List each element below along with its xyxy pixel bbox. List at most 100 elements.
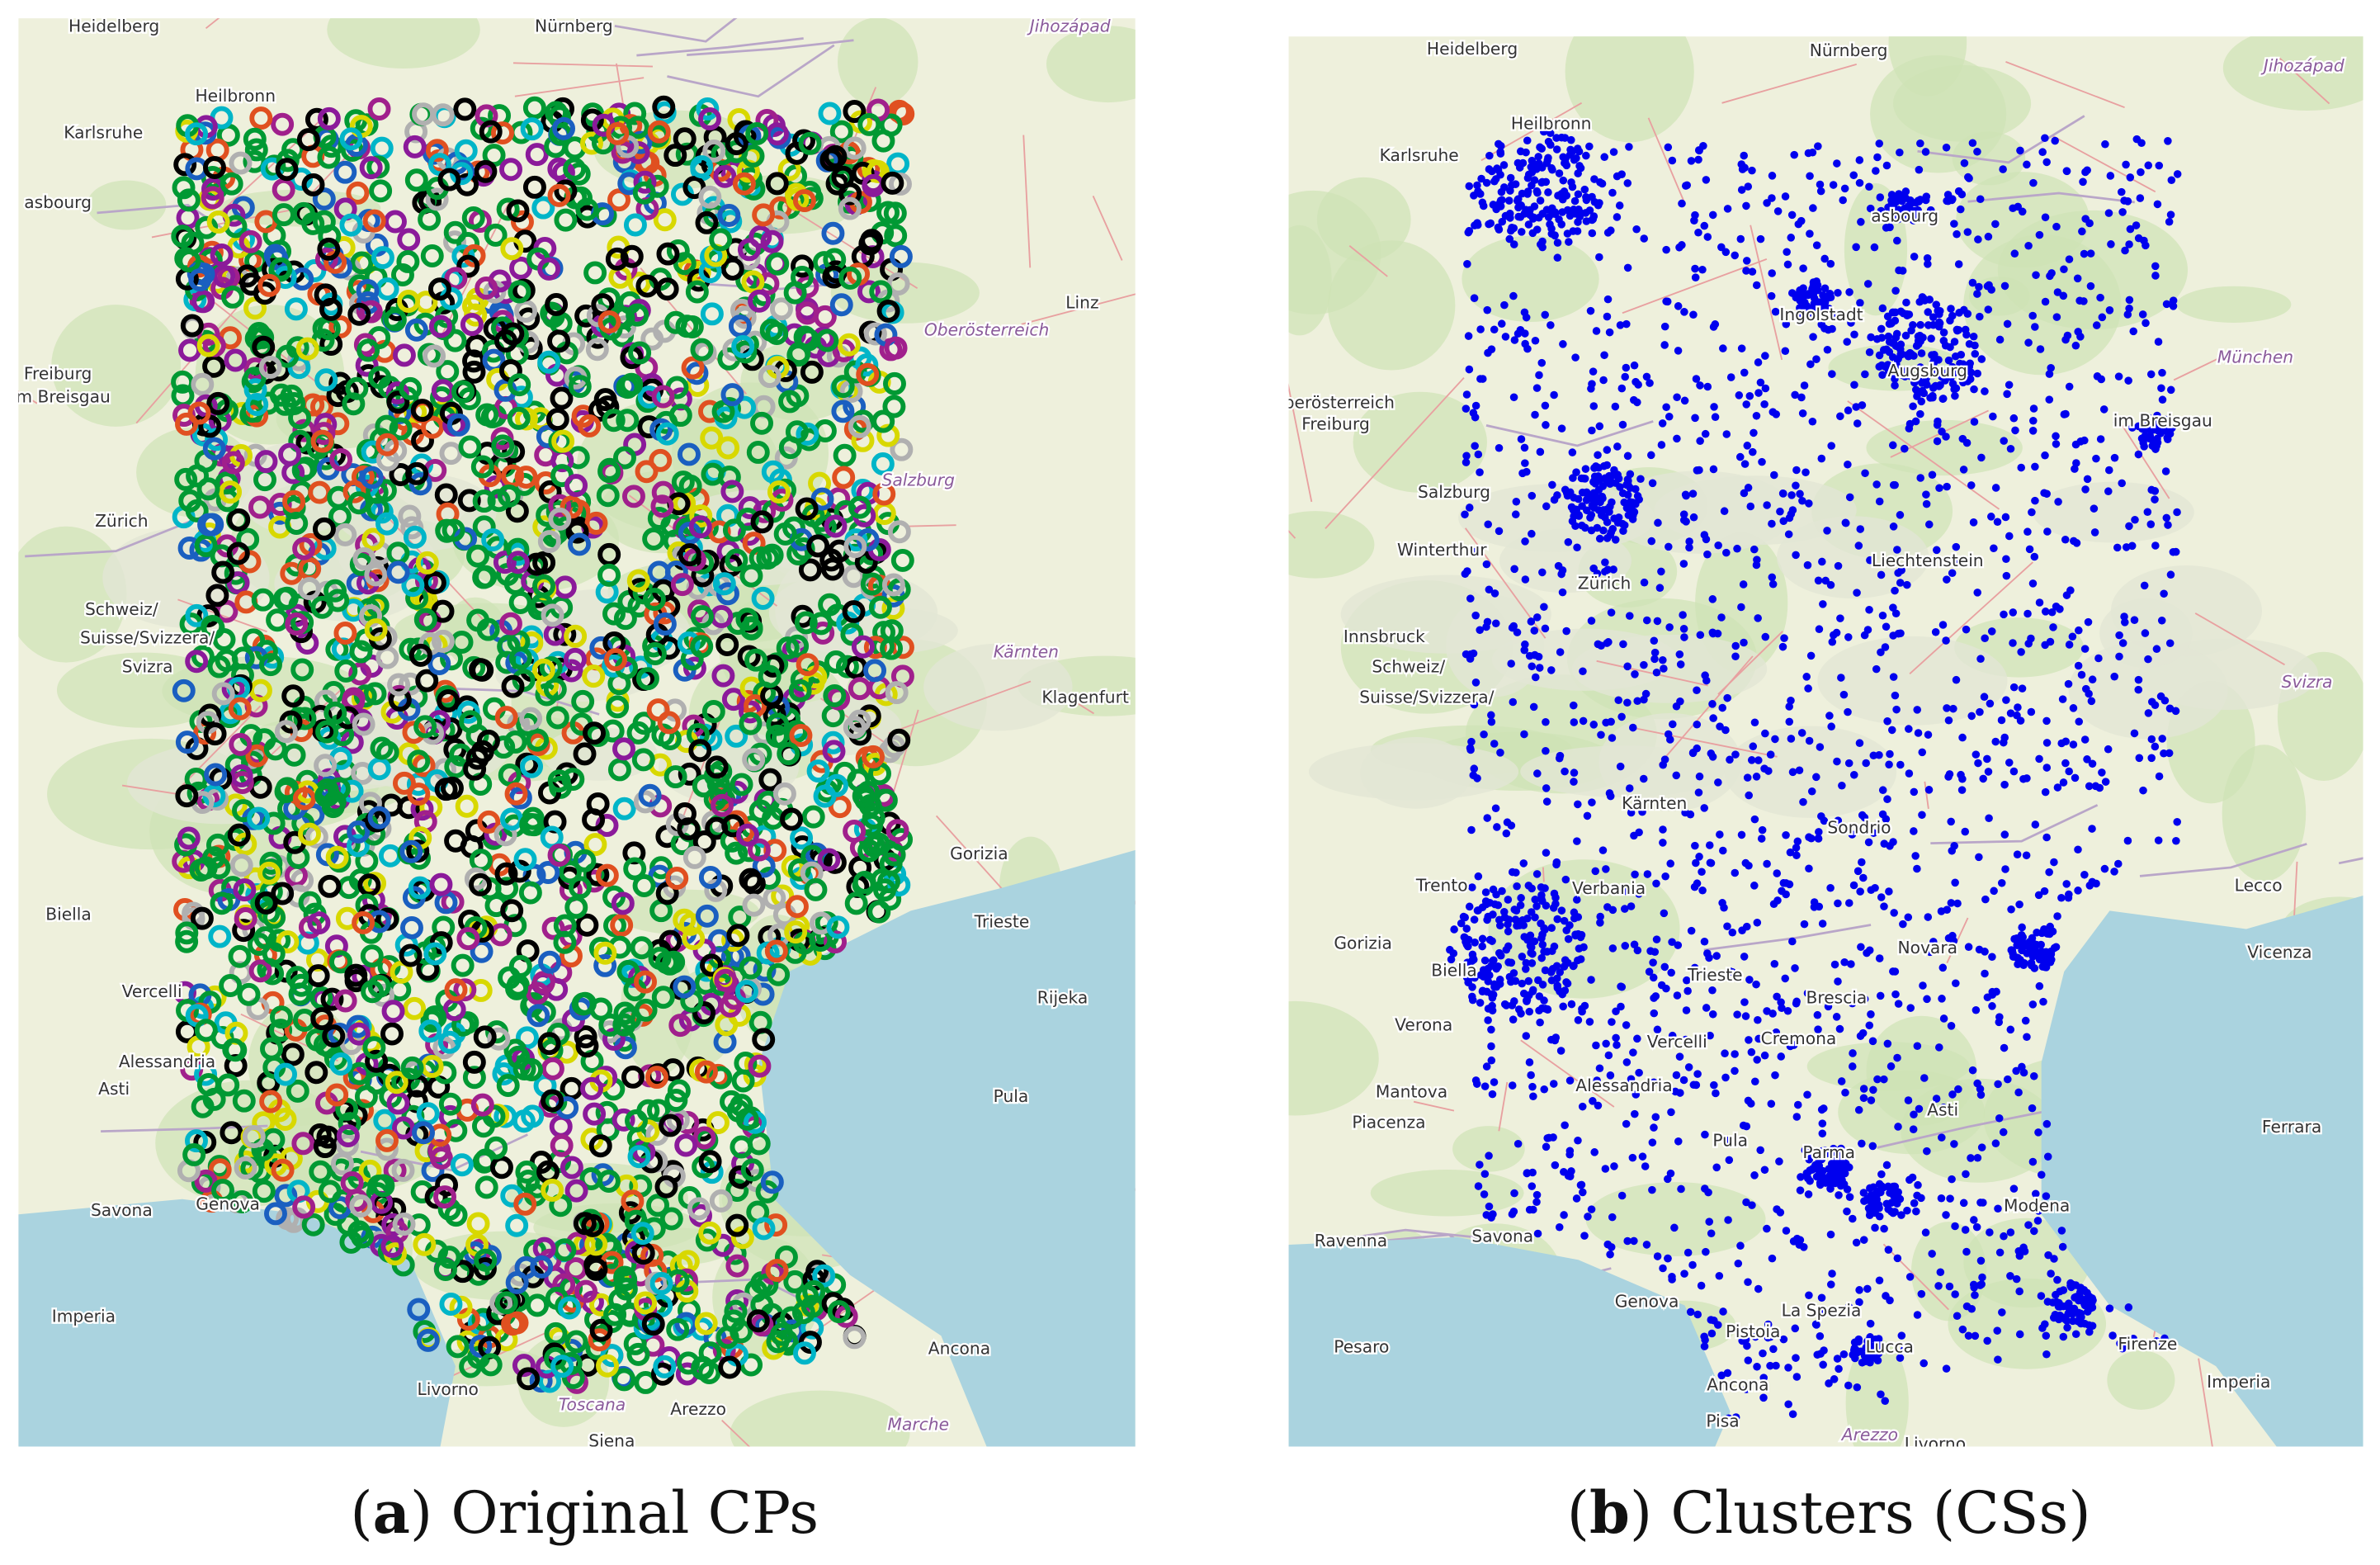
cp-marker: [786, 542, 810, 565]
cs-marker: [1692, 858, 1700, 868]
cs-marker: [2107, 240, 2115, 248]
cs-marker: [1964, 1331, 1973, 1340]
cp-marker: [657, 711, 681, 735]
cs-marker: [1617, 384, 1627, 393]
cp-marker: [466, 1212, 490, 1236]
cs-marker: [1548, 480, 1556, 489]
cs-marker: [1787, 735, 1796, 743]
cs-marker: [1650, 655, 1659, 664]
cp-marker: [466, 608, 490, 632]
cs-marker: [2050, 1255, 2058, 1263]
cs-marker: [1531, 410, 1539, 419]
cp-marker: [202, 354, 226, 378]
road: [1542, 867, 1545, 882]
cp-marker: [203, 722, 227, 746]
cp-marker: [565, 520, 589, 544]
cp-marker: [760, 1170, 784, 1194]
cs-marker: [1840, 957, 1849, 967]
cs-marker: [1805, 499, 1813, 508]
cs-marker: [1920, 389, 1929, 398]
cp-marker: [439, 1293, 463, 1317]
cs-marker: [1703, 382, 1712, 391]
cs-marker: [1743, 442, 1752, 450]
cs-marker: [1821, 576, 1830, 585]
cs-marker: [1549, 1080, 1558, 1088]
cp-marker: [626, 116, 649, 139]
cs-marker: [1726, 373, 1735, 381]
cp-marker: [722, 518, 746, 542]
cs-marker: [1788, 768, 1797, 777]
cp-marker: [423, 942, 447, 966]
mountain: [1817, 636, 2008, 726]
cs-marker: [2115, 631, 2123, 640]
cs-marker: [1741, 1336, 1750, 1344]
cp-marker: [457, 489, 481, 513]
cs-marker: [2009, 639, 2017, 647]
cp-marker: [508, 373, 531, 397]
cs-marker: [2034, 1128, 2042, 1137]
cs-marker: [1679, 1076, 1688, 1085]
cs-marker: [1710, 1080, 1718, 1090]
cs-marker: [1737, 160, 1746, 168]
cs-marker: [1464, 228, 1473, 237]
cs-marker: [1981, 895, 1990, 904]
road: [1348, 245, 1388, 277]
cs-marker: [1819, 1360, 1827, 1369]
cs-marker: [1490, 201, 1499, 210]
cs-marker: [1653, 1025, 1662, 1034]
cs-marker: [1661, 872, 1669, 881]
cs-marker: [1548, 204, 1556, 213]
cp-marker: [689, 504, 713, 528]
cs-marker: [1759, 1349, 1767, 1358]
cs-marker: [1529, 1092, 1537, 1101]
cp-marker: [843, 100, 867, 123]
cs-marker: [1933, 437, 1942, 446]
cp-marker: [453, 978, 477, 1002]
cs-marker: [1606, 792, 1615, 801]
cp-marker: [362, 209, 386, 233]
cs-marker: [1461, 510, 1469, 519]
cp-marker: [408, 876, 432, 900]
cs-marker: [2021, 1016, 2030, 1025]
cs-marker: [2090, 504, 2099, 513]
cs-marker: [1660, 909, 1669, 918]
cs-marker: [1668, 1031, 1677, 1040]
cs-marker: [1946, 1194, 1954, 1203]
cs-marker: [1530, 202, 1539, 210]
cs-marker: [1740, 460, 1750, 468]
cp-marker: [882, 843, 906, 867]
cp-marker: [418, 1019, 442, 1043]
cp-marker: [726, 924, 750, 948]
cp-marker: [458, 435, 482, 459]
cs-marker: [1603, 312, 1612, 321]
place-label: Schweiz/: [85, 599, 158, 619]
cs-marker: [1670, 1223, 1679, 1232]
cs-marker: [1482, 1211, 1491, 1219]
cs-marker: [1698, 868, 1706, 877]
cp-marker: [292, 537, 316, 560]
cs-marker: [1565, 1150, 1574, 1159]
cs-marker: [1737, 344, 1746, 352]
cs-marker: [1753, 1363, 1761, 1371]
cp-marker: [175, 730, 199, 754]
cs-marker: [1523, 190, 1532, 198]
cp-marker: [880, 636, 904, 660]
cs-marker: [1931, 628, 1940, 636]
cs-marker: [1521, 339, 1529, 348]
cp-marker: [515, 1160, 539, 1184]
cp-marker: [506, 537, 530, 561]
cp-marker: [347, 1022, 371, 1046]
forest: [1046, 26, 1136, 103]
cp-marker: [269, 1019, 293, 1043]
cs-marker: [1987, 627, 1996, 636]
cs-marker: [1824, 1002, 1833, 1011]
cs-marker: [1558, 208, 1566, 216]
cs-marker: [1828, 1269, 1836, 1278]
cs-marker: [1947, 1022, 1956, 1030]
place-label: Genova: [196, 1194, 260, 1214]
cs-marker: [1986, 699, 1995, 708]
cp-marker: [796, 301, 819, 325]
cs-marker: [1788, 937, 1797, 946]
cs-marker: [1878, 304, 1887, 313]
cp-marker: [843, 819, 867, 843]
